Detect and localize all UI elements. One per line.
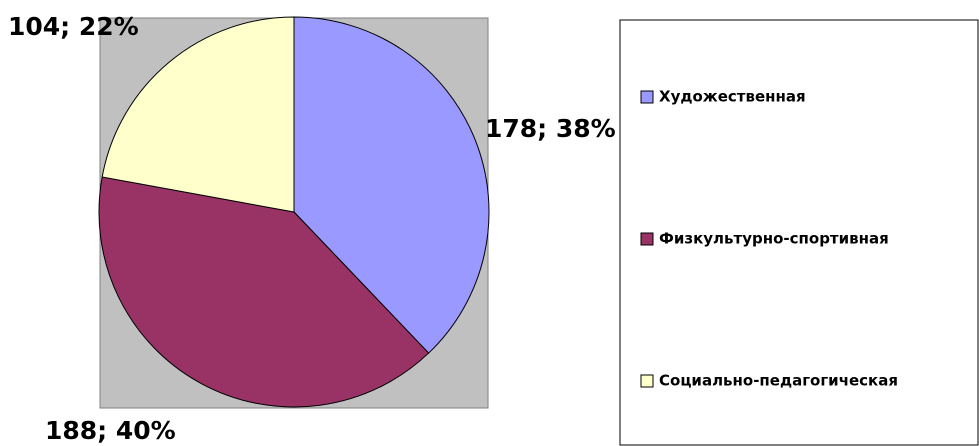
- legend-swatch: [640, 374, 654, 388]
- pie-slice: [101, 16, 295, 213]
- legend-label: Физкультурно-спортивная: [659, 230, 889, 248]
- pie-slice: [98, 176, 430, 408]
- data-label: 188; 40%: [45, 416, 176, 445]
- data-label: 178; 38%: [485, 114, 616, 143]
- legend-box: [619, 19, 979, 446]
- pie-slice: [293, 16, 490, 354]
- legend-swatch: [640, 232, 654, 246]
- legend-label: Социально-педагогическая: [659, 372, 898, 390]
- legend-label: Художественная: [659, 88, 806, 106]
- data-label: 104; 22%: [8, 12, 139, 41]
- legend-swatch: [640, 90, 654, 104]
